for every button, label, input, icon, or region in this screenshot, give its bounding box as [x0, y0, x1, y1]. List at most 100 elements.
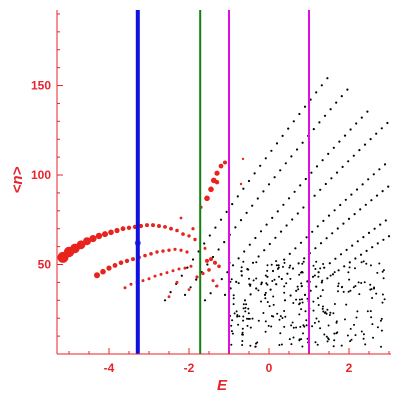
black-point — [241, 333, 244, 336]
red-point — [94, 272, 100, 279]
black-point — [321, 307, 324, 310]
black-point — [231, 319, 234, 322]
black-point — [271, 216, 274, 219]
red-point — [167, 248, 171, 252]
black-point — [217, 248, 220, 251]
black-point — [333, 209, 336, 212]
black-point — [275, 283, 278, 286]
black-point — [382, 238, 385, 241]
black-point — [266, 269, 269, 272]
red-point — [204, 195, 210, 202]
black-point — [337, 290, 339, 293]
black-point — [232, 297, 235, 300]
black-point — [244, 310, 247, 313]
red-point — [214, 170, 220, 176]
black-point — [326, 340, 329, 343]
black-point — [376, 242, 379, 245]
black-point — [383, 298, 386, 301]
black-point — [297, 288, 300, 291]
black-point — [314, 341, 317, 344]
black-point — [265, 223, 268, 226]
black-point — [206, 263, 209, 266]
black-point — [235, 280, 238, 283]
black-point — [311, 230, 314, 233]
black-point — [319, 295, 322, 298]
black-point — [298, 112, 301, 116]
black-point — [289, 277, 292, 280]
black-point — [289, 264, 292, 267]
black-point — [241, 340, 244, 342]
black-point — [293, 190, 296, 193]
black-point — [380, 345, 382, 348]
red-point — [114, 227, 120, 234]
black-point — [375, 194, 379, 197]
black-point — [335, 320, 338, 323]
black-point — [327, 152, 330, 155]
black-point — [290, 155, 293, 158]
black-point — [283, 261, 286, 264]
black-point — [302, 206, 305, 209]
black-point — [301, 271, 304, 274]
black-point — [316, 343, 319, 346]
black-point — [303, 293, 307, 296]
black-point — [381, 293, 384, 296]
black-point — [276, 312, 279, 315]
black-point — [326, 77, 329, 80]
black-point — [272, 303, 275, 306]
red-point — [175, 280, 179, 284]
x-axis-label: E — [217, 377, 228, 394]
red-point — [131, 257, 135, 262]
black-point — [313, 274, 316, 277]
black-point — [369, 283, 372, 286]
black-point — [322, 263, 325, 265]
black-point — [386, 121, 389, 125]
black-point — [278, 275, 280, 278]
black-point — [237, 257, 240, 260]
black-point — [284, 162, 287, 165]
black-point — [254, 236, 257, 240]
black-point — [353, 213, 356, 216]
black-point — [378, 168, 381, 171]
black-point — [282, 265, 284, 268]
black-point — [350, 193, 353, 196]
red-point — [129, 282, 133, 286]
black-point — [327, 337, 330, 340]
black-point — [278, 318, 281, 321]
black-point — [321, 159, 324, 162]
black-point — [288, 266, 291, 269]
black-point — [289, 294, 292, 297]
black-point — [322, 305, 324, 308]
black-point — [275, 264, 278, 267]
black-point — [356, 310, 359, 313]
y-tick-label: 100 — [31, 168, 51, 182]
black-point — [329, 311, 332, 314]
black-point — [253, 172, 256, 175]
black-point — [315, 91, 318, 94]
black-point — [343, 265, 346, 268]
black-point — [333, 271, 336, 274]
black-point — [320, 281, 323, 284]
black-scatter-points — [163, 77, 391, 348]
black-point — [163, 299, 167, 302]
black-point — [245, 303, 248, 306]
black-point — [219, 218, 223, 221]
black-point — [358, 293, 361, 296]
black-point — [272, 315, 275, 318]
black-point — [331, 232, 334, 235]
black-point — [273, 278, 276, 281]
black-point — [244, 306, 247, 309]
red-point — [112, 263, 118, 268]
black-point — [366, 310, 369, 313]
black-point — [314, 268, 317, 270]
black-point — [301, 301, 304, 304]
black-point — [323, 114, 327, 117]
black-point — [230, 330, 233, 333]
red-point — [201, 271, 205, 276]
black-point — [309, 98, 312, 101]
black-point — [275, 142, 279, 145]
black-point — [326, 277, 329, 280]
black-point — [282, 203, 285, 206]
black-point — [325, 312, 328, 315]
black-point — [278, 344, 281, 346]
black-point — [249, 326, 252, 329]
